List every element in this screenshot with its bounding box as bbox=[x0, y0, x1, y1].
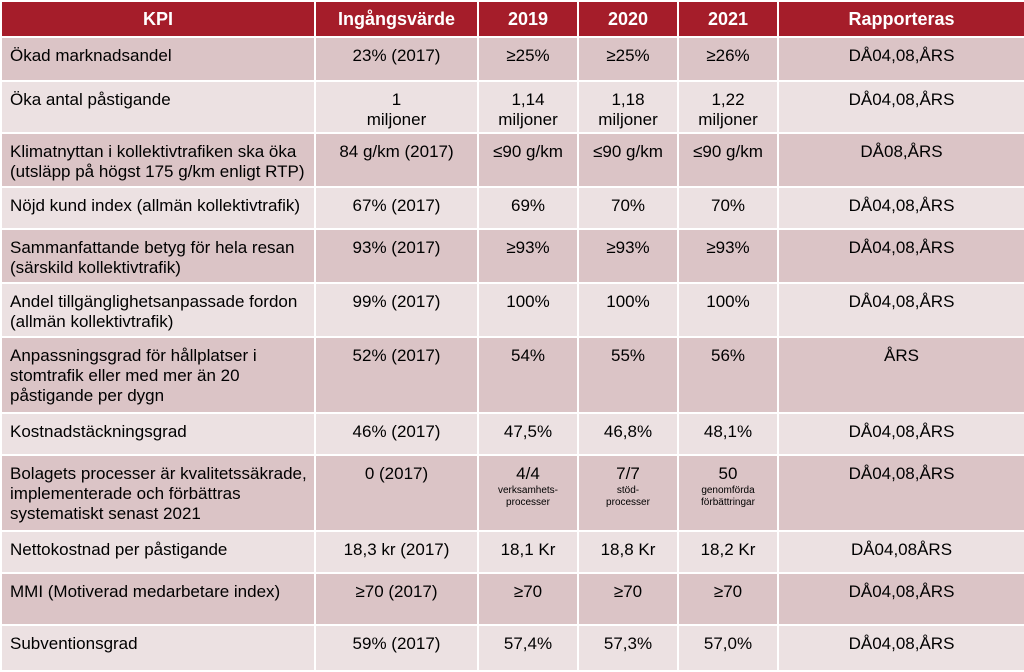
kpi-cell: Sammanfattande betyg för hela resan (sär… bbox=[0, 228, 316, 284]
start-value-cell: 0 (2017) bbox=[314, 454, 479, 532]
table-row: Sammanfattande betyg för hela resan (sär… bbox=[0, 228, 1024, 284]
target-2019-cell: 100% bbox=[477, 282, 579, 338]
kpi-cell: Klimatnyttan i kollektivtrafiken ska öka… bbox=[0, 132, 316, 188]
target-2020-cell: 1,18 miljoner bbox=[577, 80, 679, 134]
kpi-cell: Anpassningsgrad för hållplatser i stomtr… bbox=[0, 336, 316, 414]
start-value-cell: 18,3 kr (2017) bbox=[314, 530, 479, 574]
target-2020-cell: 55% bbox=[577, 336, 679, 414]
start-value-cell: 46% (2017) bbox=[314, 412, 479, 456]
reported-cell: DÅ04,08,ÅRS bbox=[777, 186, 1024, 230]
kpi-cell: Subventionsgrad bbox=[0, 624, 316, 672]
kpi-cell: Kostnadstäckningsgrad bbox=[0, 412, 316, 456]
table-row: MMI (Motiverad medarbetare index) ≥70 (2… bbox=[0, 572, 1024, 626]
reported-cell: DÅ08,ÅRS bbox=[777, 132, 1024, 188]
header-2019: 2019 bbox=[477, 0, 579, 38]
start-value-cell: ≥70 (2017) bbox=[314, 572, 479, 626]
header-row: KPI Ingångsvärde 2019 2020 2021 Rapporte… bbox=[0, 0, 1024, 38]
table-row: Öka antal påstigande 1 miljoner 1,14 mil… bbox=[0, 80, 1024, 134]
reported-cell: ÅRS bbox=[777, 336, 1024, 414]
target-2021-cell: 18,2 Kr bbox=[677, 530, 779, 574]
target-2019-cell: 69% bbox=[477, 186, 579, 230]
header-kpi: KPI bbox=[0, 0, 316, 38]
table-row: Kostnadstäckningsgrad 46% (2017) 47,5% 4… bbox=[0, 412, 1024, 456]
kpi-cell: Nettokostnad per påstigande bbox=[0, 530, 316, 574]
table-row: Nettokostnad per påstigande 18,3 kr (201… bbox=[0, 530, 1024, 574]
reported-cell: DÅ04,08,ÅRS bbox=[777, 282, 1024, 338]
kpi-cell: Öka antal påstigande bbox=[0, 80, 316, 134]
kpi-cell: Nöjd kund index (allmän kollektivtrafik) bbox=[0, 186, 316, 230]
target-2021-cell: 1,22 miljoner bbox=[677, 80, 779, 134]
target-2020-cell: 18,8 Kr bbox=[577, 530, 679, 574]
target-2020-cell: 7/7 stöd- processer bbox=[577, 454, 679, 532]
target-2020-cell: 100% bbox=[577, 282, 679, 338]
table-row: Anpassningsgrad för hållplatser i stomtr… bbox=[0, 336, 1024, 414]
header-start-value: Ingångsvärde bbox=[314, 0, 479, 38]
reported-cell: DÅ04,08,ÅRS bbox=[777, 624, 1024, 672]
header-2021: 2021 bbox=[677, 0, 779, 38]
kpi-cell: MMI (Motiverad medarbetare index) bbox=[0, 572, 316, 626]
target-2021-note: genomförda förbättringar bbox=[701, 485, 755, 508]
target-2021-cell: 56% bbox=[677, 336, 779, 414]
target-2020-cell: 70% bbox=[577, 186, 679, 230]
table-row: Bolagets processer är kvalitetssäkrade, … bbox=[0, 454, 1024, 532]
table-row: Nöjd kund index (allmän kollektivtrafik)… bbox=[0, 186, 1024, 230]
target-2021-cell: ≤90 g/km bbox=[677, 132, 779, 188]
reported-cell: DÅ04,08,ÅRS bbox=[777, 454, 1024, 532]
target-2021-value: 50 bbox=[718, 464, 738, 483]
target-2021-cell: ≥70 bbox=[677, 572, 779, 626]
target-2019-cell: 54% bbox=[477, 336, 579, 414]
start-value-cell: 93% (2017) bbox=[314, 228, 479, 284]
reported-cell: DÅ04,08,ÅRS bbox=[777, 228, 1024, 284]
table-row: Subventionsgrad 59% (2017) 57,4% 57,3% 5… bbox=[0, 624, 1024, 672]
reported-cell: DÅ04,08,ÅRS bbox=[777, 572, 1024, 626]
target-2021-cell: 70% bbox=[677, 186, 779, 230]
reported-cell: DÅ04,08,ÅRS bbox=[777, 36, 1024, 82]
start-value-cell: 52% (2017) bbox=[314, 336, 479, 414]
start-value-cell: 59% (2017) bbox=[314, 624, 479, 672]
target-2019-cell: 18,1 Kr bbox=[477, 530, 579, 574]
header-2020: 2020 bbox=[577, 0, 679, 38]
kpi-cell: Bolagets processer är kvalitetssäkrade, … bbox=[0, 454, 316, 532]
target-2019-note: verksamhets- processer bbox=[497, 485, 558, 508]
target-2020-cell: ≤90 g/km bbox=[577, 132, 679, 188]
reported-cell: DÅ04,08,ÅRS bbox=[777, 80, 1024, 134]
target-2020-cell: ≥25% bbox=[577, 36, 679, 82]
target-2019-cell: ≥93% bbox=[477, 228, 579, 284]
target-2019-cell: 47,5% bbox=[477, 412, 579, 456]
target-2020-cell: 57,3% bbox=[577, 624, 679, 672]
target-2019-cell: 57,4% bbox=[477, 624, 579, 672]
table-row: Klimatnyttan i kollektivtrafiken ska öka… bbox=[0, 132, 1024, 188]
target-2020-value: 7/7 bbox=[616, 464, 640, 483]
target-2021-cell: 48,1% bbox=[677, 412, 779, 456]
start-value-cell: 84 g/km (2017) bbox=[314, 132, 479, 188]
target-2021-cell: 50 genomförda förbättringar bbox=[677, 454, 779, 532]
start-value-cell: 67% (2017) bbox=[314, 186, 479, 230]
target-2020-cell: ≥93% bbox=[577, 228, 679, 284]
start-value-cell: 1 miljoner bbox=[314, 80, 479, 134]
target-2021-cell: 57,0% bbox=[677, 624, 779, 672]
table-row: Ökad marknadsandel 23% (2017) ≥25% ≥25% … bbox=[0, 36, 1024, 82]
target-2020-cell: ≥70 bbox=[577, 572, 679, 626]
target-2021-cell: ≥93% bbox=[677, 228, 779, 284]
target-2021-cell: 100% bbox=[677, 282, 779, 338]
target-2021-cell: ≥26% bbox=[677, 36, 779, 82]
kpi-cell: Ökad marknadsandel bbox=[0, 36, 316, 82]
target-2019-cell: 4/4 verksamhets- processer bbox=[477, 454, 579, 532]
target-2020-cell: 46,8% bbox=[577, 412, 679, 456]
start-value-cell: 23% (2017) bbox=[314, 36, 479, 82]
start-value-cell: 99% (2017) bbox=[314, 282, 479, 338]
target-2019-cell: ≥70 bbox=[477, 572, 579, 626]
target-2019-cell: 1,14 miljoner bbox=[477, 80, 579, 134]
target-2019-value: 4/4 bbox=[516, 464, 540, 483]
header-reported: Rapporteras bbox=[777, 0, 1024, 38]
reported-cell: DÅ04,08,ÅRS bbox=[777, 412, 1024, 456]
kpi-cell: Andel tillgänglighetsanpassade fordon (a… bbox=[0, 282, 316, 338]
reported-cell: DÅ04,08ÅRS bbox=[777, 530, 1024, 574]
target-2020-note: stöd- processer bbox=[606, 485, 650, 508]
table-row: Andel tillgänglighetsanpassade fordon (a… bbox=[0, 282, 1024, 338]
target-2019-cell: ≤90 g/km bbox=[477, 132, 579, 188]
target-2019-cell: ≥25% bbox=[477, 36, 579, 82]
